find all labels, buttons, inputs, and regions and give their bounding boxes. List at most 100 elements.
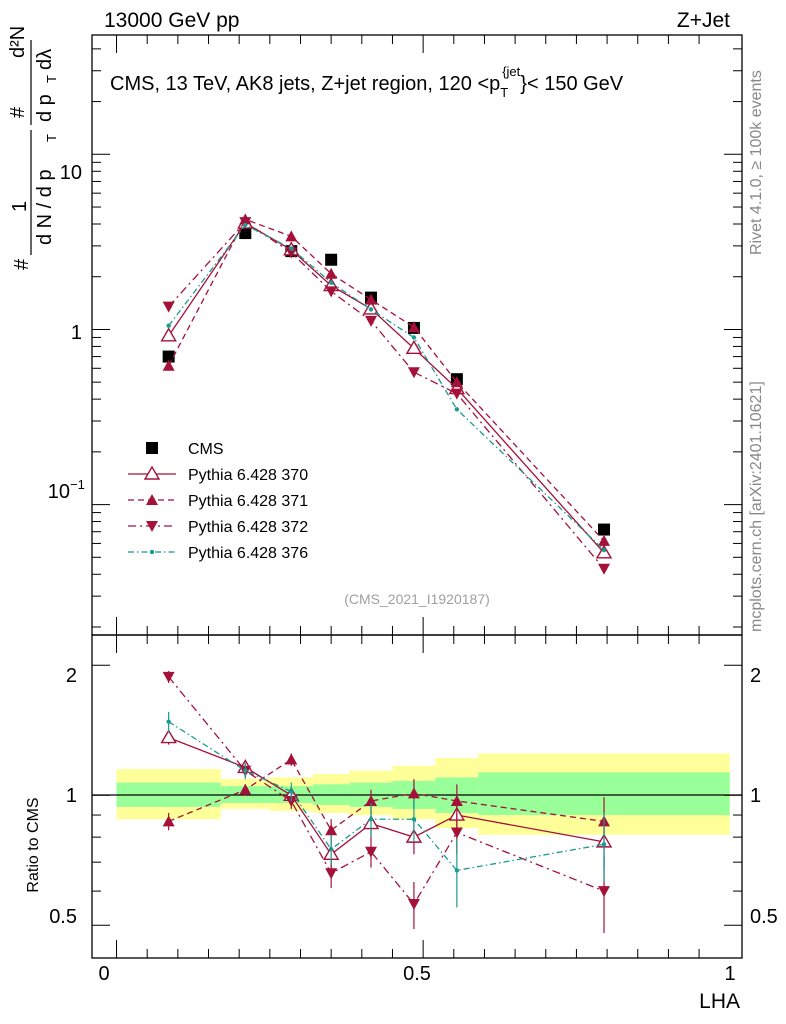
pythia-6-428-372-ratio-point <box>407 899 420 911</box>
ratio-marks <box>160 670 613 933</box>
pythia-6-428-376-point <box>243 222 248 228</box>
ratio-panel-frame <box>91 634 743 959</box>
ylabel-d2N: d²N <box>7 26 29 58</box>
ratio-ytick-0.5: 0.5 <box>49 906 77 928</box>
cms-point <box>162 350 175 363</box>
ylabel-dN: d N / d p <box>34 169 56 245</box>
title-prefix: CMS, 13 TeV, AK8 jets, Z+jet region, 120… <box>110 73 500 95</box>
legend-label-pythia-6-428-376: Pythia 6.428 376 <box>188 545 308 562</box>
legend-label-pythia-6-428-372: Pythia 6.428 372 <box>188 519 308 536</box>
pythia-6-428-371-ratio-line <box>168 758 605 832</box>
pythia-6-428-372-point <box>450 388 463 400</box>
chart-title: CMS, 13 TeV, AK8 jets, Z+jet region, 120… <box>110 64 624 100</box>
legend-label-pythia-6-428-370: Pythia 6.428 370 <box>188 467 308 484</box>
pythia-6-428-371-point <box>325 267 338 279</box>
legend-marker-pythia-6-428-371 <box>146 494 158 505</box>
ratio-ylabel: Ratio to CMS <box>25 797 42 892</box>
pythia-6-428-376-ratio-point <box>166 719 171 724</box>
ylabel-one: 1 <box>9 201 31 212</box>
pythia-6-428-372-line <box>168 221 605 570</box>
pythia-6-428-371-line <box>168 218 605 542</box>
ylabel-dN-T: T <box>44 134 59 142</box>
xtick-label-0.5: 0.5 <box>403 963 431 985</box>
pythia-6-428-371-ratio-point <box>450 794 463 806</box>
pythia-6-428-372-point <box>162 301 175 313</box>
legend-label-cms: CMS <box>188 441 224 458</box>
pythia-6-428-370-ratio-line <box>168 736 605 856</box>
pythia-6-428-372-ratio-point <box>450 827 463 839</box>
source-label: mcplots.cern.ch [arXiv:2401.10621] <box>748 381 765 632</box>
pythia-6-428-376-line <box>168 224 605 551</box>
pythia-6-428-372-ratio-point <box>285 795 298 807</box>
pythia-6-428-372-point <box>365 315 378 327</box>
legend-marker-cms <box>146 442 158 454</box>
pythia-6-428-372-ratio-point <box>162 671 175 683</box>
cms-point <box>239 227 252 240</box>
legend-marker-pythia-6-428-370 <box>143 465 161 480</box>
pythia-6-428-376-ratio-point <box>289 789 294 794</box>
pythia-6-428-376-ratio-point <box>601 842 607 847</box>
pythia-6-428-376-ratio-point <box>454 868 460 873</box>
analysis-id: (CMS_2021_I1920187) <box>344 591 490 607</box>
ratio-bands <box>116 753 730 835</box>
ratio-ytick-1-right: 1 <box>750 785 761 807</box>
ratio-ytick-1: 1 <box>66 785 77 807</box>
legend-marker-pythia-6-428-376 <box>149 549 155 555</box>
ylabel-num-hash: # <box>7 106 29 118</box>
main-marks <box>160 213 613 575</box>
pythia-6-428-372-ratio-point <box>365 846 378 858</box>
pythia-6-428-371-ratio-point <box>285 753 298 765</box>
title-suffix: }< 150 GeV <box>520 73 624 95</box>
pythia-6-428-376-point <box>368 307 374 312</box>
pythia-6-428-371-point <box>598 534 611 546</box>
pythia-6-428-371-point <box>162 359 175 371</box>
pythia-6-428-371-ratio-point <box>365 794 378 806</box>
ratio-ytick-2-right: 2 <box>750 665 761 687</box>
pythia-6-428-371-point <box>285 230 298 242</box>
pythia-6-428-371-point <box>450 376 463 388</box>
ratio-ytick-0.5-right: 0.5 <box>750 906 778 928</box>
pythia-6-428-372-point <box>598 563 611 575</box>
pythia-6-428-372-point <box>239 217 252 229</box>
ytick-exp: −1 <box>70 477 85 492</box>
title-sub: T <box>500 85 508 100</box>
ylabel-hash: # <box>11 258 33 270</box>
pythia-6-428-372-point <box>325 286 338 298</box>
legend-label-pythia-6-428-371: Pythia 6.428 371 <box>188 493 308 510</box>
ylabel-dl: dλ <box>34 49 56 70</box>
pythia-6-428-376-ratio-point <box>368 817 374 822</box>
pythia-6-428-376-point <box>454 407 460 412</box>
xlabel: LHA <box>699 990 740 1013</box>
ytick-label-1: 1 <box>71 322 82 344</box>
pythia-6-428-376-point <box>411 335 417 340</box>
xtick-label-0: 0 <box>98 963 109 985</box>
pythia-6-428-376-point <box>166 323 171 328</box>
pythia-6-428-371-point <box>407 321 420 333</box>
pythia-6-428-376-point <box>601 547 607 553</box>
pythia-6-428-372-ratio-line <box>168 676 605 906</box>
process-label: Z+Jet <box>677 9 730 32</box>
rivet-version: Rivet 4.1.0, ≥ 100k events <box>748 70 765 255</box>
pythia-6-428-372-ratio-point <box>325 868 338 880</box>
ylabel-dp: d p <box>34 94 56 122</box>
pythia-6-428-370-point <box>160 327 177 342</box>
energy-label: 13000 GeV pp <box>104 9 239 32</box>
ratio-ytick-2: 2 <box>66 665 77 687</box>
pythia-6-428-376-ratio-line <box>168 721 605 872</box>
xtick-label-1: 1 <box>724 963 735 985</box>
pythia-6-428-370-line <box>168 222 605 554</box>
legend-marker-pythia-6-428-372 <box>146 521 158 532</box>
title-sup: {jet <box>502 64 520 79</box>
pythia-6-428-372-point <box>407 367 420 379</box>
ylabel-dp-T: T <box>44 75 59 83</box>
pythia-6-428-376-point <box>289 246 294 251</box>
pythia-6-428-376-point <box>328 280 334 285</box>
axis-ticks <box>92 35 742 958</box>
pythia-6-428-372-ratio-point <box>598 886 611 898</box>
ytick-label-10: 10 <box>60 162 82 184</box>
pythia-6-428-371-ratio-point <box>325 824 338 836</box>
pythia-6-428-376-ratio-point <box>411 817 417 822</box>
pythia-6-428-370-point <box>405 339 423 355</box>
pythia-6-428-371-point <box>365 293 378 305</box>
